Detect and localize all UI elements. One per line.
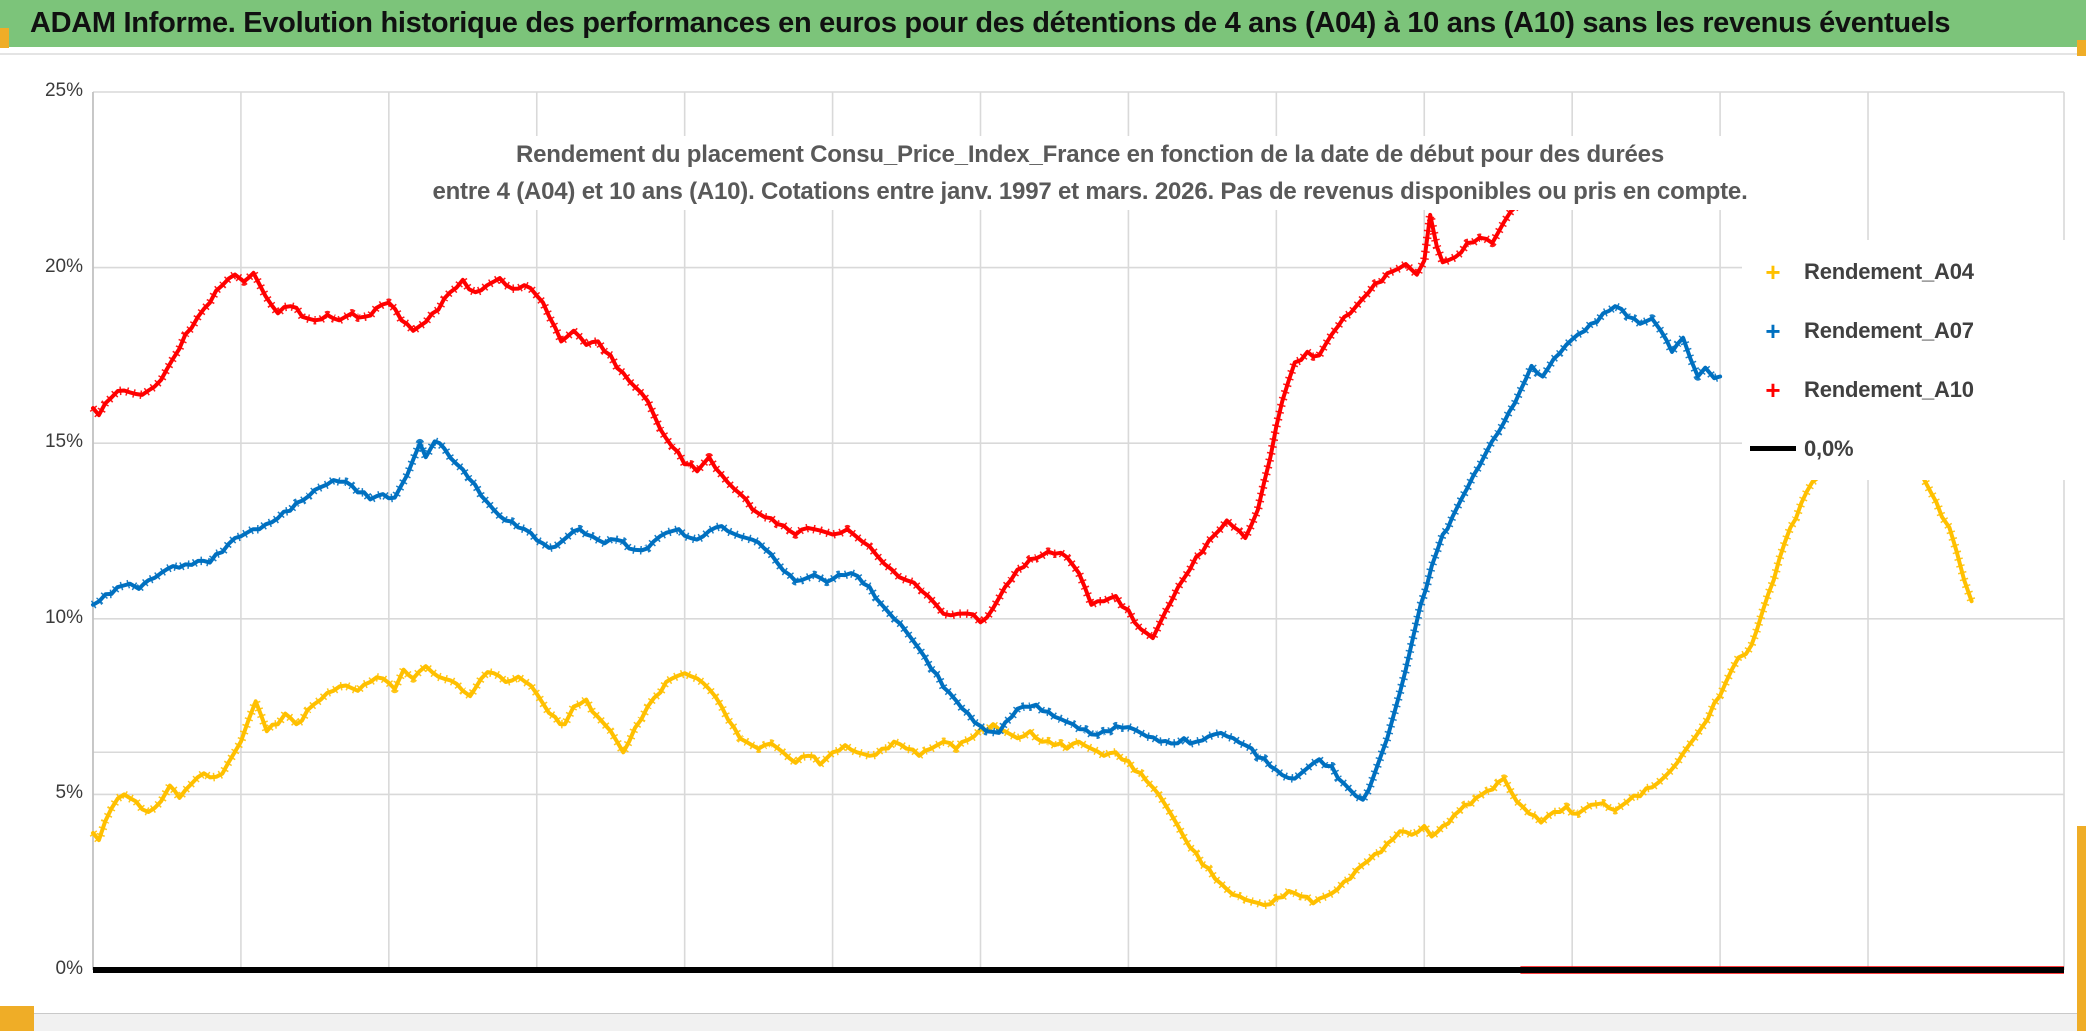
sheet-accent-bottom-left [0,1006,34,1031]
plus-marker-icon: + [1765,256,1781,287]
legend-item-zero-line: 0,0% [1742,419,2078,478]
chart-plot [89,91,2065,974]
legend-item-rendement-a10: + Rendement_A10 [1742,360,2078,419]
line-marker-icon [1750,446,1796,451]
y-axis-tick-label: 25% [44,80,83,101]
plus-marker-icon: + [1765,374,1781,405]
sheet-accent-top-right [2077,40,2086,56]
legend-item-rendement-a07: + Rendement_A07 [1742,301,2078,360]
header-bar: ADAM Informe. Evolution historique des p… [0,0,2086,47]
chart-area: Rendement du placement Consu_Price_Index… [0,56,2086,1013]
y-axis-tick-label: 20% [44,255,83,277]
legend-item-rendement-a04: + Rendement_A04 [1742,242,2078,301]
sheet-bottom-band [0,1013,2086,1031]
chart-title-line1: Rendement du placement Consu_Price_Index… [516,141,1664,168]
y-axis-tick-label: 5% [55,782,83,804]
legend-label: Rendement_A07 [1804,317,1974,343]
sheet-accent-top-left [0,28,9,48]
y-axis-tick-label: 15% [44,431,83,453]
legend-label: Rendement_A10 [1804,376,1974,402]
chart-legend: + Rendement_A04 + Rendement_A07 + Rendem… [1742,240,2078,480]
y-axis-tick-label: 0% [55,958,83,979]
chart-title: Rendement du placement Consu_Price_Index… [390,136,1790,210]
legend-label: 0,0% [1804,435,1854,461]
chart-title-line2: entre 4 (A04) et 10 ans (A10). Cotations… [432,178,1748,205]
legend-label: Rendement_A04 [1804,258,1974,284]
page-title: ADAM Informe. Evolution historique des p… [30,7,1951,39]
plus-marker-icon: + [1765,315,1781,346]
header-divider [0,53,2086,55]
sheet-accent-right-edge [2077,826,2086,1031]
y-axis-tick-label: 10% [44,606,83,628]
